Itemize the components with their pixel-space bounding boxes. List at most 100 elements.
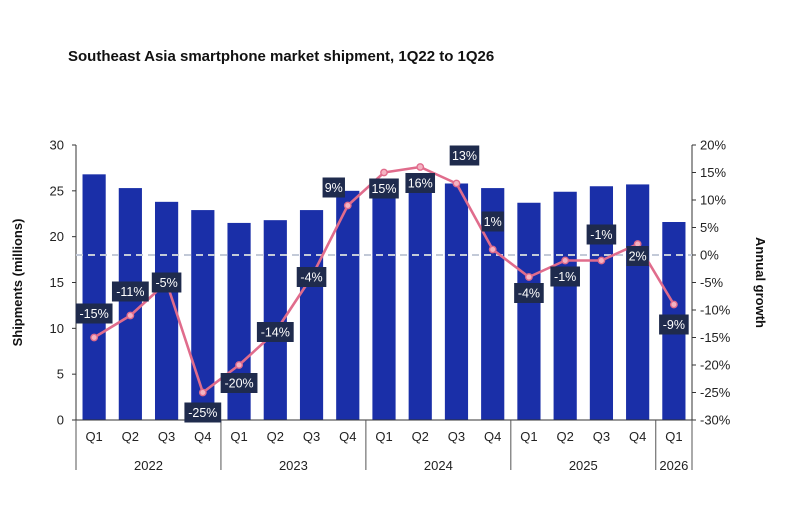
growth-data-label: -20% — [224, 377, 253, 391]
growth-label-box — [220, 373, 258, 393]
right-tick-label: 10% — [700, 193, 726, 208]
shipment-bar — [481, 188, 505, 420]
growth-data-label: -15% — [80, 307, 109, 321]
growth-label-box — [75, 303, 113, 324]
growth-label-box — [659, 314, 689, 335]
shipment-bar — [589, 186, 614, 420]
quarter-label: Q1 — [85, 429, 102, 444]
right-tick-label: -25% — [700, 385, 731, 400]
shipment-bar — [299, 210, 324, 420]
left-axis-title: Shipments (millions) — [10, 219, 25, 347]
growth-data-label: 13% — [452, 149, 477, 163]
right-tick-label: -15% — [700, 330, 731, 345]
growth-label-box — [481, 211, 504, 232]
growth-data-label: -11% — [116, 285, 144, 299]
left-tick-label: 20 — [50, 229, 64, 244]
shipment-bar — [191, 210, 215, 420]
growth-data-label: 16% — [408, 177, 433, 191]
growth-label-box — [256, 322, 294, 342]
growth-point — [198, 388, 207, 397]
growth-label-box — [151, 272, 182, 293]
growth-data-label: -9% — [663, 318, 685, 332]
year-label: 2023 — [279, 458, 308, 473]
growth-label-box — [405, 173, 436, 193]
growth-label-box — [550, 266, 580, 287]
growth-label-box — [369, 178, 399, 199]
shipment-bar — [553, 191, 577, 420]
growth-label-box — [111, 281, 149, 302]
growth-label-box — [514, 283, 544, 303]
quarter-label: Q2 — [122, 429, 139, 444]
left-tick-label: 25 — [50, 183, 64, 198]
growth-label-box — [626, 246, 649, 266]
right-tick-label: -5% — [700, 275, 724, 290]
right-tick-label: 5% — [700, 220, 719, 235]
growth-point — [343, 201, 352, 210]
shipment-bar — [82, 174, 106, 420]
chart-title: Southeast Asia smartphone market shipmen… — [68, 48, 495, 65]
growth-data-label: -5% — [155, 276, 177, 290]
growth-point — [525, 273, 533, 281]
shipment-bar — [336, 190, 360, 420]
shipment-bar — [154, 201, 179, 420]
year-label: 2022 — [134, 458, 163, 473]
shipment-bar — [626, 184, 650, 420]
growth-data-label: -1% — [590, 228, 612, 242]
year-label: 2025 — [569, 458, 598, 473]
left-tick-label: 5 — [57, 367, 64, 382]
right-tick-label: -30% — [700, 413, 731, 428]
growth-point — [669, 300, 678, 309]
growth-point — [380, 168, 388, 177]
growth-data-label: -14% — [261, 326, 290, 340]
growth-point — [416, 163, 425, 171]
quarter-label: Q3 — [303, 429, 320, 444]
growth-point — [488, 245, 497, 254]
quarter-label: Q1 — [230, 429, 247, 444]
right-tick-label: 0% — [700, 248, 719, 263]
growth-data-label: -4% — [300, 271, 322, 285]
growth-data-label: 1% — [484, 215, 502, 229]
quarter-label: Q3 — [593, 429, 610, 444]
growth-label-box — [449, 145, 480, 166]
shipment-bar — [408, 183, 432, 420]
growth-point — [597, 256, 606, 265]
right-axis-title: Annual growth — [753, 237, 768, 328]
growth-data-label: 15% — [371, 182, 396, 196]
quarter-label: Q2 — [412, 429, 429, 444]
right-tick-label: 15% — [700, 165, 726, 180]
quarter-label: Q2 — [267, 429, 284, 444]
right-tick-label: -10% — [700, 303, 731, 318]
growth-data-label: 2% — [629, 250, 647, 264]
growth-label-box — [184, 402, 222, 423]
left-tick-label: 0 — [57, 413, 64, 428]
quarter-label: Q3 — [158, 429, 175, 444]
growth-label-box — [322, 177, 345, 198]
quarter-label: Q1 — [375, 429, 392, 444]
right-tick-label: 20% — [700, 138, 726, 153]
year-label: 2024 — [424, 458, 453, 473]
left-tick-label: 30 — [50, 138, 64, 153]
quarter-label: Q3 — [448, 429, 465, 444]
quarter-label: Q4 — [484, 429, 501, 444]
quarter-label: Q1 — [665, 429, 682, 444]
shipment-bar — [263, 220, 287, 420]
quarter-label: Q1 — [520, 429, 537, 444]
growth-label-box — [296, 267, 327, 287]
growth-data-label: -25% — [188, 406, 217, 420]
year-label: 2026 — [659, 458, 688, 473]
quarter-label: Q4 — [194, 429, 211, 444]
shipment-bar — [372, 182, 396, 420]
quarter-label: Q2 — [557, 429, 574, 444]
growth-point — [126, 311, 135, 320]
growth-label-box — [586, 224, 617, 245]
shipment-bar — [118, 188, 142, 420]
shipment-bar — [517, 202, 541, 420]
growth-point — [90, 333, 99, 342]
quarter-label: Q4 — [339, 429, 356, 444]
left-tick-label: 10 — [50, 321, 64, 336]
growth-data-label: -1% — [554, 270, 576, 284]
growth-data-label: 9% — [325, 181, 343, 195]
right-tick-label: -20% — [700, 358, 731, 373]
